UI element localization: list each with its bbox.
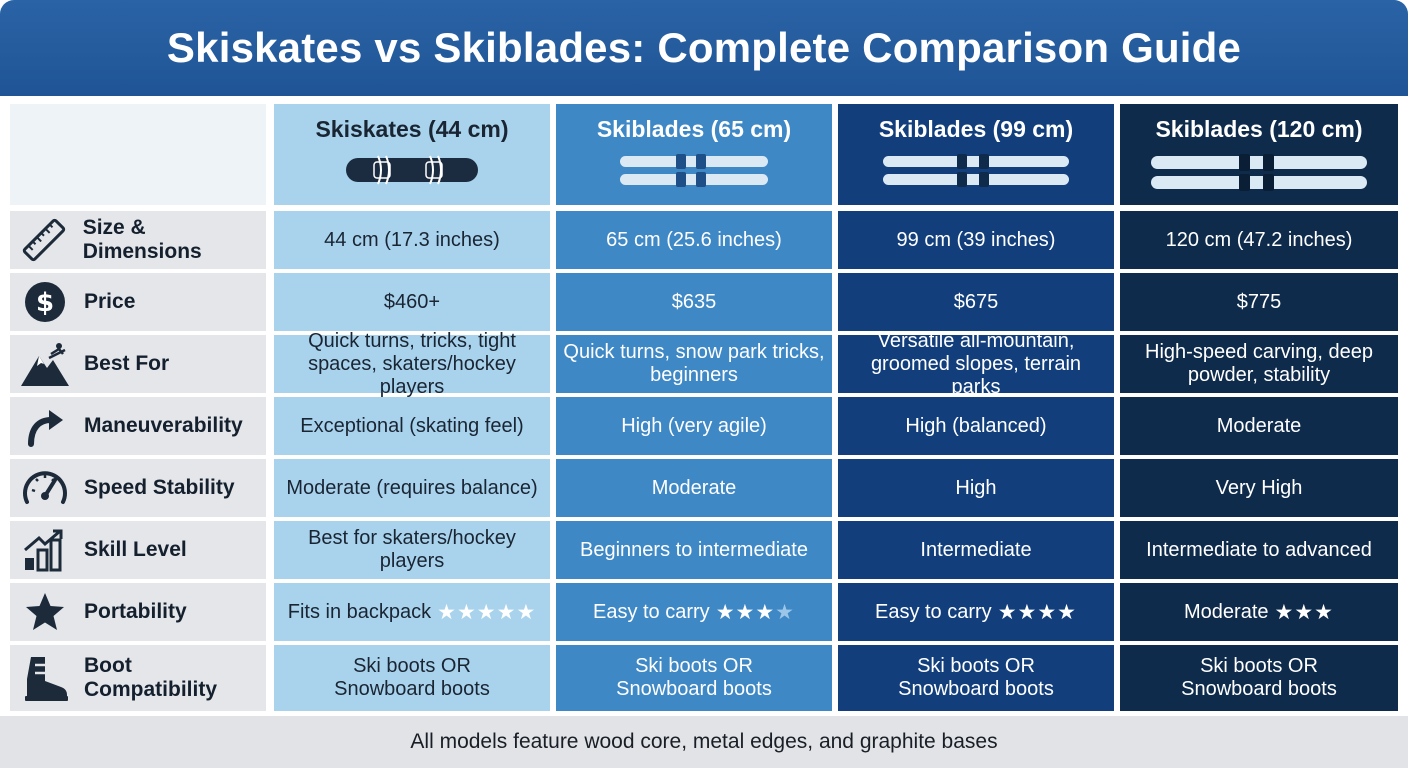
cell-skill-level-skiskates-44: Best for skaters/hockey players xyxy=(274,521,550,579)
star-icon xyxy=(18,585,72,639)
cell-speed-stability-skiblades-99: High xyxy=(838,459,1114,517)
star-rating: ★★★★★ xyxy=(437,599,537,624)
cell-price-skiblades-99: $675 xyxy=(838,273,1114,331)
rating-star: ★ xyxy=(476,599,497,624)
row-header-skill-level: Skill Level xyxy=(10,521,266,579)
skiblades-icon xyxy=(1151,154,1367,191)
cell-best-for-skiblades-99: Versatile all-mountain, groomed slopes, … xyxy=(838,330,1114,398)
cell-portability-skiskates-44: Fits in backpack ★★★★★ xyxy=(274,583,550,641)
cell-skill-level-skiblades-65: Beginners to intermediate xyxy=(556,521,832,579)
rating-star: ★ xyxy=(456,599,477,624)
column-name: Skiblades (65 cm) xyxy=(596,116,792,142)
cell-price-skiblades-65: $635 xyxy=(556,273,832,331)
cell-size-skiblades-65: 65 cm (25.6 inches) xyxy=(556,211,832,269)
cell-best-for-skiblades-120: High-speed carving, deep powder, stabili… xyxy=(1120,335,1398,393)
cell-boot-skiskates-44: Ski boots OR Snowboard boots xyxy=(274,645,550,711)
ruler-icon xyxy=(18,213,71,267)
mountain-skier-icon xyxy=(18,337,72,391)
skiblades-icon xyxy=(883,154,1069,187)
skiblades-icon xyxy=(620,154,768,187)
cell-size-skiblades-99: 99 cm (39 inches) xyxy=(838,211,1114,269)
rating-star: ★ xyxy=(715,599,736,624)
rating-star: ★ xyxy=(1274,599,1295,624)
rating-star: ★ xyxy=(516,599,537,624)
column-name: Skiblades (120 cm) xyxy=(1155,116,1363,142)
cell-speed-stability-skiskates-44: Moderate (requires balance) xyxy=(274,459,550,517)
column-header-skiblades-99: Skiblades (99 cm) xyxy=(838,104,1114,205)
cell-portability-skiblades-65: Easy to carry ★★★★ xyxy=(556,583,832,641)
cell-speed-stability-skiblades-65: Moderate xyxy=(556,459,832,517)
row-header-boot-compatibility: Boot Compatibility xyxy=(10,645,266,711)
header-corner xyxy=(10,104,266,205)
boot-icon xyxy=(18,651,72,705)
rating-star: ★ xyxy=(1017,599,1038,624)
speedometer-icon xyxy=(18,461,72,515)
row-header-speed-stability: Speed Stability xyxy=(10,459,266,517)
rating-star: ★ xyxy=(755,599,776,624)
rating-star: ★ xyxy=(735,599,756,624)
row-header-best-for: Best For xyxy=(10,335,266,393)
cell-price-skiblades-120: $775 xyxy=(1120,273,1398,331)
star-rating: ★★★★ xyxy=(997,599,1077,624)
rating-star: ★ xyxy=(437,599,457,624)
cell-skill-level-skiblades-99: Intermediate xyxy=(838,521,1114,579)
row-header-portability: Portability xyxy=(10,583,266,641)
cell-best-for-skiblades-65: Quick turns, snow park tricks, beginners xyxy=(556,335,832,393)
column-header-skiblades-65: Skiblades (65 cm) xyxy=(556,104,832,205)
title-bar: Skiskates vs Skiblades: Complete Compari… xyxy=(0,0,1408,96)
cell-maneuverability-skiblades-65: High (very agile) xyxy=(556,397,832,455)
cell-maneuverability-skiblades-99: High (balanced) xyxy=(838,397,1114,455)
rating-star: ★ xyxy=(997,599,1018,624)
row-header-price: $ Price xyxy=(10,273,266,331)
star-rating: ★★★★ xyxy=(715,599,795,624)
bar-chart-icon xyxy=(18,523,72,577)
row-header-size: Size & Dimensions xyxy=(10,211,266,269)
cell-portability-skiblades-120: Moderate ★★★ xyxy=(1120,583,1398,641)
rating-star: ★ xyxy=(1294,599,1315,624)
cell-maneuverability-skiblades-120: Moderate xyxy=(1120,397,1398,455)
cell-boot-skiblades-99: Ski boots OR Snowboard boots xyxy=(838,645,1114,711)
cell-portability-skiblades-99: Easy to carry ★★★★ xyxy=(838,583,1114,641)
cell-speed-stability-skiblades-120: Very High xyxy=(1120,459,1398,517)
svg-text:$: $ xyxy=(36,288,54,318)
cell-boot-skiblades-65: Ski boots OR Snowboard boots xyxy=(556,645,832,711)
cell-best-for-skiskates-44: Quick turns, tricks, tight spaces, skate… xyxy=(274,330,550,398)
star-rating: ★★★ xyxy=(1274,599,1334,624)
curved-arrow-icon xyxy=(18,399,72,453)
cell-size-skiskates-44: 44 cm (17.3 inches) xyxy=(274,211,550,269)
column-name: Skiskates (44 cm) xyxy=(315,116,509,142)
cell-price-skiskates-44: $460+ xyxy=(274,273,550,331)
dollar-icon: $ xyxy=(18,275,72,329)
column-header-skiskates-44: Skiskates (44 cm) xyxy=(274,104,550,205)
page-title: Skiskates vs Skiblades: Complete Compari… xyxy=(166,24,1242,71)
rating-star: ★ xyxy=(1314,599,1334,624)
cell-skill-level-skiblades-120: Intermediate to advanced xyxy=(1120,521,1398,579)
column-header-skiblades-120: Skiblades (120 cm) xyxy=(1120,104,1398,205)
cell-boot-skiblades-120: Ski boots OR Snowboard boots xyxy=(1120,645,1398,711)
rating-star: ★ xyxy=(496,599,517,624)
row-header-maneuverability: Maneuverability xyxy=(10,397,266,455)
skiskate-icon xyxy=(346,155,478,185)
rating-star: ★ xyxy=(1037,599,1058,624)
rating-star: ★ xyxy=(1057,599,1077,624)
cell-maneuverability-skiskates-44: Exceptional (skating feel) xyxy=(274,397,550,455)
cell-size-skiblades-120: 120 cm (47.2 inches) xyxy=(1120,211,1398,269)
footer-note: All models feature wood core, metal edge… xyxy=(0,716,1408,768)
rating-star: ★ xyxy=(775,599,795,624)
column-name: Skiblades (99 cm) xyxy=(878,116,1074,142)
